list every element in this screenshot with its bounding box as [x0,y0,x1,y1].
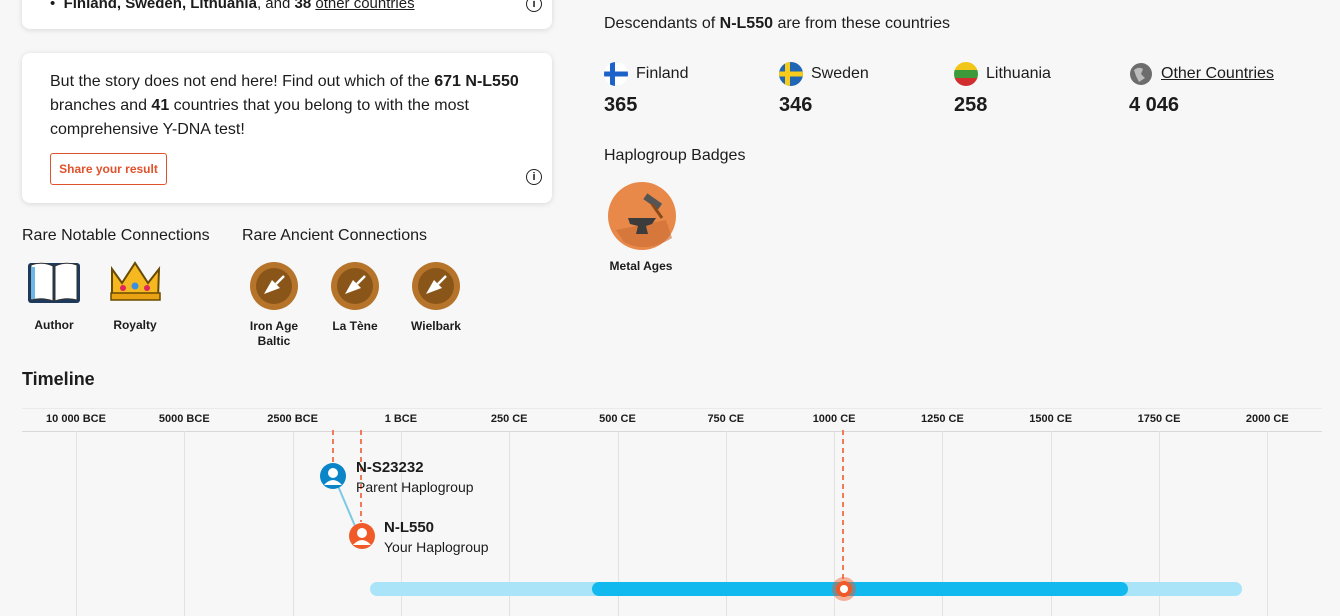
grid-line [400,431,402,616]
tick-label: 1500 CE [1029,413,1073,425]
promo-text: But the story does not end here! Find ou… [50,70,530,142]
grid-line [617,431,619,616]
section-title: Rare Ancient Connections [242,227,427,244]
crown-icon [110,261,161,301]
country-count: 258 [954,94,988,116]
lithuania-flag [954,62,978,86]
tick-label: 750 CE [707,413,745,425]
country-count: 365 [604,94,638,116]
tick-label: 1250 CE [920,413,964,425]
tick-label: 1000 CE [812,413,856,425]
countries: 41 [151,97,170,114]
grid-line [509,431,511,616]
book-icon [28,262,80,303]
haplogroup: N-L550 [719,15,773,32]
text: countries that you belong to with the mo… [50,97,469,138]
grid-line [184,431,186,616]
timeline-canvas [320,430,1242,601]
tick-label: 5000 BCE [158,413,210,425]
country-count: 346 [779,94,813,116]
timeline-title: Timeline [22,369,95,389]
node-name: N-L550 [384,519,435,536]
grid-line [725,431,727,616]
grid-line [76,431,77,616]
summary-card: • Finland, Sweden, Lithuania, and 38 oth… [22,0,552,29]
grid-line [1267,431,1269,616]
ancient-icons [250,262,460,310]
tick-label: 2000 CE [1245,413,1289,425]
notable-icons [28,261,161,303]
parent-node[interactable] [320,463,346,489]
connection-label: La Tène [332,319,378,333]
node-role: Your Haplogroup [384,539,489,555]
other-countries-link[interactable]: other countries [315,0,415,12]
grid-line [292,431,294,616]
country-name: Lithuania [986,65,1051,82]
summary-line: • Finland, Sweden, Lithuania, and 38 oth… [50,0,415,12]
trowel-badge [331,262,379,310]
trowel-badge [412,262,460,310]
range-core [592,582,1128,596]
connection-label: Wielbark [411,319,461,333]
badge-label: Metal Ages [609,259,673,273]
globe-icon [1130,63,1152,85]
connection-label: Iron Age Baltic [249,319,299,348]
grid-line [942,431,944,616]
tick-label: 10 000 BCE [46,413,106,425]
grid-line [834,431,836,616]
tick-label: 1 BCE [384,413,418,425]
extra-count: 38 [294,0,312,12]
trowel-badge [250,262,298,310]
info-icon[interactable]: i [526,0,542,12]
grid-line [1050,431,1052,616]
text: branches and [50,97,147,114]
share-button[interactable]: Share your result [50,153,167,185]
marker-center [840,585,848,593]
node-role: Parent Haplogroup [356,479,474,495]
sweden-flag [779,62,803,86]
node-name: N-S23232 [356,459,424,476]
timeline-header [22,408,1322,432]
other-countries-link[interactable]: Other Countries [1161,65,1274,82]
section-title: Haplogroup Badges [604,147,746,164]
connection-label: Author [34,318,74,332]
country-name: Finland [636,65,689,82]
tick-label: 250 CE [490,413,528,425]
text: are from these countries [777,15,950,32]
descendants-heading: Descendants of N-L550 are from these cou… [604,15,950,33]
promo-card: But the story does not end here! Find ou… [22,53,552,203]
tick-label: 2500 BCE [267,413,318,425]
branches: 671 N-L550 [434,73,519,90]
section-title: Rare Notable Connections [22,227,210,244]
country-name: Sweden [811,65,869,82]
tick-label: 1750 CE [1137,413,1181,425]
connection-label: Royalty [113,318,157,332]
flags [604,62,1152,86]
finland-flag [604,62,628,86]
grid-line [1159,431,1160,616]
metal-ages-badge [608,182,676,250]
text: But the story does not end here! Find ou… [50,73,430,90]
info-icon[interactable]: i [526,169,542,185]
country-count: 4 046 [1129,94,1180,116]
text: Descendants of [604,15,716,32]
tick-label: 500 CE [599,413,636,425]
connector [337,485,356,527]
countries: Finland, Sweden, Lithuania [63,0,257,12]
joiner: , and [256,0,291,12]
your-node[interactable] [349,523,375,549]
